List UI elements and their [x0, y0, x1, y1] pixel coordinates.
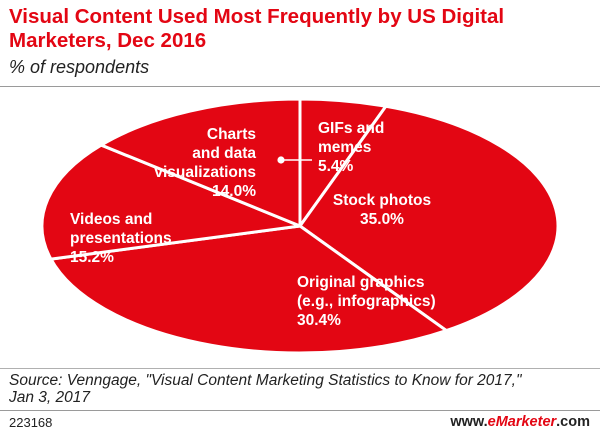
slice-label-5-line-2: and data	[192, 145, 256, 162]
chart-title-line-1: Visual Content Used Most Frequently by U…	[9, 5, 505, 28]
source-line-2: Jan 3, 2017	[9, 389, 91, 406]
pie-slice-5[interactable]	[99, 97, 302, 228]
chart-subtitle: % of respondents	[9, 57, 150, 77]
chart-id: 223168	[9, 415, 53, 430]
slice-label-3: Original graphics (e.g., infographics) 30.…	[297, 274, 436, 329]
slice-label-5-line-1: Charts	[207, 126, 256, 143]
brand-suffix: .com	[556, 414, 590, 430]
slice-label-1-line-3: 5.4%	[318, 158, 354, 175]
top-divider	[0, 86, 600, 87]
chart-title-line-2: Marketers, Dec 2016	[9, 29, 207, 52]
slice-label-2-line-2: 35.0%	[360, 211, 404, 228]
source-line-1: Source: Venngage, "Visual Content Market…	[9, 372, 522, 389]
slice-label-4-line-3: 15.2%	[70, 249, 114, 266]
slice-label-3-line-3: 30.4%	[297, 312, 341, 329]
source-note: Source: Venngage, "Visual Content Market…	[9, 372, 589, 406]
slice-label-5-line-3: visualizations	[154, 164, 256, 181]
emarketer-logo[interactable]: www.eMarketer.com	[450, 414, 590, 431]
slice-label-5-line-4: 14.0%	[212, 183, 256, 200]
slice-label-4-line-1: Videos and	[70, 211, 152, 228]
slice-label-1: GIFs and memes 5.4%	[318, 120, 384, 175]
slice-label-3-line-2: (e.g., infographics)	[297, 293, 436, 310]
brand-prefix: www.	[450, 414, 488, 430]
slice-label-1-line-1: GIFs and	[318, 120, 384, 137]
slice-label-3-line-1: Original graphics	[297, 274, 424, 291]
pie-chart: GIFs and memes 5.4% Stock photos 35.0% Origin…	[40, 97, 560, 355]
pie-slice-2[interactable]	[298, 104, 560, 333]
slice-label-5: Charts and data visualizations 14.0%	[154, 126, 256, 200]
slice-label-2-line-1: Stock photos	[333, 192, 431, 209]
slice-label-1-line-2: memes	[318, 139, 371, 156]
chart-title: Visual Content Used Most Frequently by U…	[9, 5, 594, 53]
slice-label-4: Videos and presentations 15.2%	[70, 211, 172, 266]
pie-slice-3[interactable]	[49, 224, 448, 355]
pie-slice-4[interactable]	[40, 143, 302, 261]
footer-divider	[0, 410, 600, 411]
slice-label-4-line-2: presentations	[70, 230, 172, 247]
source-divider	[0, 368, 600, 369]
slice-label-2: Stock photos 35.0%	[333, 192, 431, 228]
brand-name: eMarketer	[487, 414, 557, 430]
